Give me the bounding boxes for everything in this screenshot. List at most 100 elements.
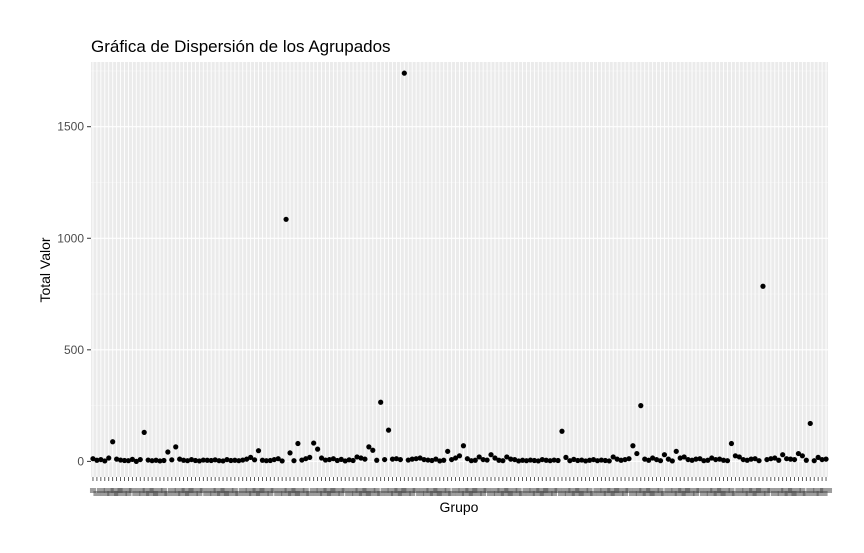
data-point bbox=[784, 456, 790, 462]
data-point bbox=[823, 456, 829, 462]
data-point bbox=[177, 456, 183, 462]
data-point bbox=[421, 456, 427, 463]
data-point bbox=[382, 456, 388, 463]
data-point bbox=[787, 456, 794, 462]
data-point bbox=[251, 457, 258, 463]
x-tick-label-mark bbox=[788, 488, 801, 493]
data-point bbox=[705, 457, 711, 463]
data-point bbox=[248, 454, 254, 460]
x-tick-label-mark bbox=[497, 488, 509, 493]
data-point bbox=[492, 455, 498, 461]
data-point bbox=[736, 454, 742, 460]
data-point bbox=[504, 454, 510, 460]
data-point bbox=[614, 456, 620, 462]
x-tick-label-mark bbox=[515, 488, 522, 493]
x-tick-label-mark bbox=[532, 491, 544, 496]
data-point bbox=[776, 457, 782, 463]
data-point bbox=[378, 399, 384, 405]
x-tick-label-mark bbox=[536, 488, 549, 493]
data-point bbox=[547, 458, 553, 464]
x-tick-label-mark bbox=[543, 488, 558, 493]
x-tick-label-mark bbox=[203, 491, 212, 496]
data-point bbox=[681, 454, 687, 460]
data-point bbox=[689, 457, 695, 463]
x-tick-label-mark bbox=[217, 491, 230, 496]
x-tick-label-mark bbox=[755, 488, 770, 493]
x-tick-label-mark bbox=[767, 488, 775, 493]
data-point bbox=[638, 403, 644, 409]
x-tick-label-mark bbox=[93, 491, 101, 496]
x-tick-label-mark bbox=[571, 491, 584, 496]
x-tick-label-mark bbox=[699, 491, 708, 496]
data-point bbox=[338, 456, 344, 462]
data-point bbox=[125, 458, 132, 464]
x-tick-label-mark bbox=[274, 491, 283, 496]
x-tick-label-mark bbox=[185, 491, 198, 496]
x-tick-label-mark bbox=[249, 491, 261, 496]
data-point bbox=[512, 456, 518, 463]
data-point bbox=[275, 456, 281, 462]
data-point bbox=[184, 458, 191, 464]
x-tick-label-mark bbox=[731, 491, 739, 496]
data-point bbox=[720, 457, 727, 463]
y-axis-label: Total Valor bbox=[37, 237, 53, 302]
x-tick-label-mark bbox=[196, 491, 203, 496]
data-point bbox=[724, 458, 731, 464]
x-tick-label-mark bbox=[525, 491, 535, 496]
y-tick-label: 500 bbox=[64, 343, 84, 357]
x-tick-label-mark bbox=[667, 491, 677, 496]
data-point bbox=[295, 440, 301, 447]
data-point bbox=[374, 457, 380, 463]
data-point bbox=[244, 456, 250, 462]
x-tick-label-mark bbox=[490, 488, 500, 493]
data-point bbox=[508, 456, 514, 462]
x-tick-label-mark bbox=[387, 488, 398, 493]
data-point bbox=[618, 457, 624, 463]
x-tick-label-mark bbox=[749, 488, 762, 493]
data-point bbox=[413, 456, 419, 462]
data-point bbox=[807, 420, 813, 427]
x-tick-label-mark bbox=[568, 488, 580, 493]
x-tick-label-mark bbox=[770, 491, 779, 496]
x-tick-label-mark bbox=[610, 491, 624, 496]
x-tick-label-mark bbox=[181, 488, 194, 493]
x-tick-label-mark bbox=[135, 488, 145, 493]
x-axis-ticks bbox=[92, 477, 827, 481]
x-tick-label-mark bbox=[326, 491, 340, 496]
x-tick-label-mark bbox=[231, 488, 238, 493]
x-tick-label-mark bbox=[401, 488, 416, 493]
x-tick-label-mark bbox=[316, 488, 327, 493]
x-tick-label-mark bbox=[713, 491, 726, 496]
x-tick-label-mark bbox=[270, 488, 278, 493]
data-point bbox=[791, 456, 798, 463]
x-tick-label-mark bbox=[252, 488, 265, 493]
x-tick-label-mark bbox=[352, 491, 363, 496]
x-tick-label-mark bbox=[167, 488, 176, 493]
x-tick-label-mark bbox=[664, 488, 673, 493]
data-point bbox=[204, 457, 210, 463]
x-tick-label-mark bbox=[302, 488, 309, 493]
chart-title: Gráfica de Dispersión de los Agrupados bbox=[91, 37, 391, 56]
x-tick-label-mark bbox=[742, 488, 753, 493]
data-point bbox=[590, 456, 597, 463]
x-tick-label-mark bbox=[820, 488, 833, 493]
data-point bbox=[449, 456, 455, 463]
x-tick-label-mark bbox=[674, 491, 686, 496]
x-tick-label-mark bbox=[642, 491, 655, 496]
x-tick-label-mark bbox=[341, 488, 349, 493]
x-tick-label-mark bbox=[816, 491, 828, 496]
data-point bbox=[717, 456, 723, 462]
x-tick-label-mark bbox=[409, 491, 416, 496]
x-axis-label: Grupo bbox=[440, 499, 479, 515]
data-point bbox=[110, 439, 116, 445]
data-point bbox=[283, 216, 289, 222]
x-tick-label-mark bbox=[323, 488, 336, 493]
x-tick-label-mark bbox=[103, 488, 114, 493]
data-point bbox=[535, 458, 541, 464]
data-point bbox=[279, 458, 285, 464]
x-tick-label-mark bbox=[472, 488, 487, 493]
data-point bbox=[634, 450, 640, 457]
x-tick-label-mark bbox=[557, 491, 566, 496]
data-point bbox=[728, 440, 735, 447]
x-tick-label-mark bbox=[590, 491, 597, 496]
